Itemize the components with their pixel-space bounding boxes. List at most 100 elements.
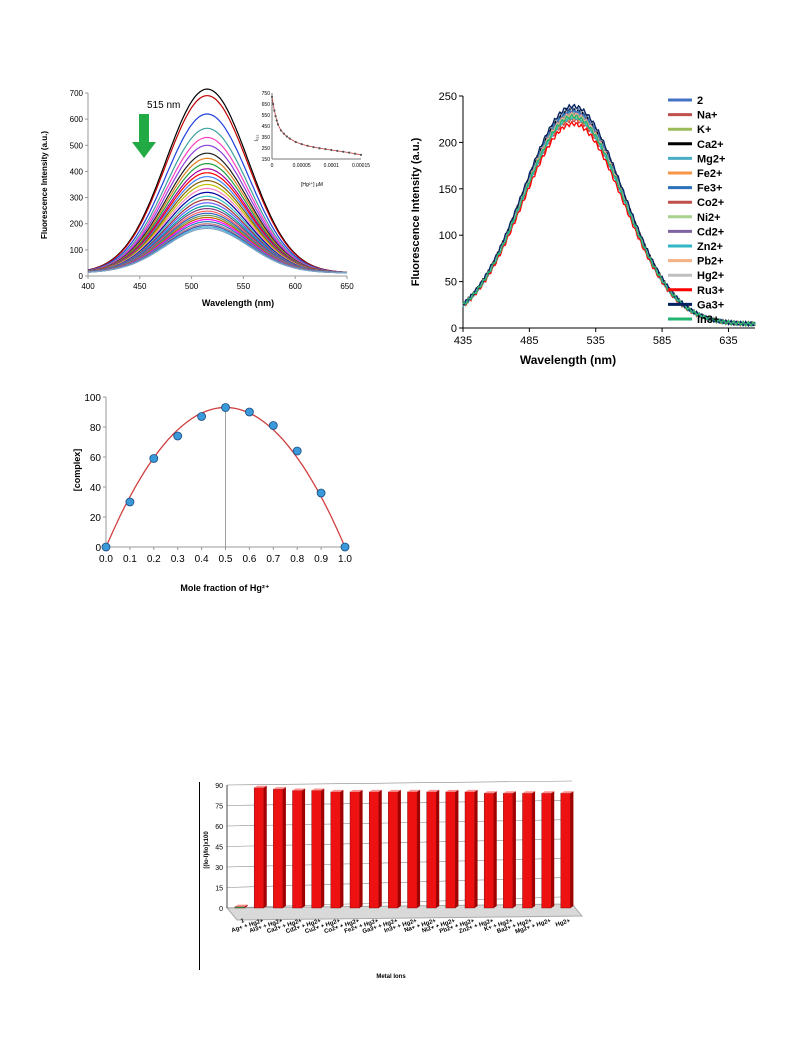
chart1-series-line [87,227,347,274]
inset-point [272,102,275,106]
inset-point [279,129,282,132]
chart2-ylabel: Fluorescence Intensity (a.u.) [410,137,422,286]
inset-point [353,152,357,155]
chart4-bar-side [244,904,248,908]
chart1-x-tick-label: 450 [133,282,147,291]
chart4-bar [483,793,494,909]
inset-point [270,95,274,98]
chart4-bar-side [417,789,421,908]
chart2-x-tick-label: 485 [520,335,538,347]
inset-point [294,140,297,144]
chart3-x-tick-label: 0.2 [147,554,161,565]
inset-y-tick-label: 350 [262,135,271,141]
chart4-bar-side [493,791,497,908]
chart3-point [340,542,350,552]
inset-point [324,148,327,151]
chart4-bar-top [273,787,286,790]
figure-border-line [199,782,200,970]
chart2-series-line [462,103,756,328]
chart4-bar-top [388,789,401,792]
chart4-bar-side [570,791,574,908]
chart-job-plot: 0 20 40 60 80 100 0.0 0.1 0.2 0.3 0.4 0.5 0.6 0.7 0.8 0… [72,393,352,593]
inset-point [276,123,280,126]
inset-point [300,143,303,146]
chart4-bar-side [359,789,363,908]
chart4-bar [368,791,379,909]
chart4-bar [311,790,322,909]
chart1-x-tick-label: 600 [289,282,303,291]
chart1-y-tick-label: 600 [70,115,84,124]
chart3-x-tick-label: 0.8 [290,554,304,565]
chart4-bars [234,785,574,909]
chart3-point [173,431,183,441]
chart3-x-tick-label: 0.7 [266,554,280,565]
chart4-bar [253,787,264,909]
chart1-ylabel: Fluorescence Intensity (a.u.) [40,131,49,239]
chart4-bar-top [484,791,497,794]
chart4-ylabel: [(Io-I)/Io]x100 [204,831,210,869]
chart2-xlabel: Wavelength (nm) [520,353,616,367]
chart4-bar-top [503,791,516,794]
inset-point [274,115,277,118]
chart1-x-tick-label: 650 [340,282,354,291]
chart4-y-tick-label: 75 [215,804,223,811]
chart1-y-tick-label: 500 [70,141,84,150]
chart2-y-tick-label: 0 [451,323,457,335]
chart3-point [149,454,159,463]
legend-label: Ru3+ [697,285,724,297]
legend-label: Na+ [697,110,718,122]
chart3-x-tick-label: 0.9 [314,554,328,565]
chart3-point [197,412,207,421]
chart2-series-line [462,113,756,327]
chart3-axes: 0 20 40 60 80 100 0.0 0.1 0.2 0.3 0.4 0.5 0.6 0.7 0.8 0… [84,393,352,565]
chart1-annotation: 515 nm [132,100,180,158]
chart4-bar [292,790,303,909]
chart4-bar [522,793,533,909]
legend-label: In3+ [697,314,719,326]
chart3-y-tick-label: 60 [90,453,102,464]
inset-point [330,148,333,152]
chart3-point [292,446,302,456]
inset-y-tick-label: 650 [262,102,271,108]
chart4-bar-side [532,791,536,908]
chart1-series [87,88,348,274]
inset-point [288,137,291,140]
inset-fit-line [271,96,362,156]
chart4-bar-top [541,791,555,794]
chart4-bar [464,791,475,909]
chart1-y-tick-label: 100 [70,246,84,255]
chart4-bar-top [407,789,421,792]
chart4-bar-top [369,789,382,792]
chart2-y-tick-label: 50 [445,277,457,289]
chart1-series-line [87,88,348,273]
inset-xlabel: [Hg²⁺] μM [301,182,323,188]
chart4-category-label: 1 [240,918,246,925]
chart-ion-selectivity: 0 50 100 150 200 250 435 485 535 585 635 2 Na+ K+ Ca2… [410,91,756,367]
inset-point [282,132,285,135]
chart4-bar-top [292,788,306,791]
chart4-bar-top [445,789,459,792]
chart4-bar-top [311,788,325,791]
chart4-bar-side [436,789,440,908]
chart1-y-tick-label: 300 [70,194,84,203]
chart4-categories: 1Ag+ + Hg2+Al3+ + Hg2+Ca2+ + Hg2+Cd2+ + … [231,918,572,935]
chart4-bar [541,793,552,909]
chart1-y-tick-label: 200 [70,220,84,229]
chart2-x-tick-label: 435 [454,335,472,347]
chart3-xlabel: Mole fraction of Hg²⁺ [180,583,269,593]
chart4-bar-top [330,789,344,792]
chart1-series-line [87,95,348,273]
chart1-axes: 0 100 200 300 400 500 600 700 400 450 500 550 600 650 [70,89,355,291]
chart4-y-tick-label: 0 [219,906,223,913]
chart2-y-tick-label: 250 [439,91,457,103]
chart1-inset: [Hg²⁺] μM I₅₁₅ 150 250 350 450 550 650 750 0 0.0… [254,91,370,188]
inset-y-tick-label: 250 [262,146,271,152]
chart4-y-tick-label: 15 [215,886,223,893]
chart4-bar-side [551,791,555,908]
legend-label: Fe3+ [697,183,722,195]
legend-label: Hg2+ [697,270,724,282]
legend-label: 2 [697,95,703,107]
chart4-bar-top [235,904,248,907]
legend-label: K+ [697,124,711,136]
chart-emission-titration: 0 100 200 300 400 500 600 700 400 450 500 550 600 650… [40,88,370,308]
